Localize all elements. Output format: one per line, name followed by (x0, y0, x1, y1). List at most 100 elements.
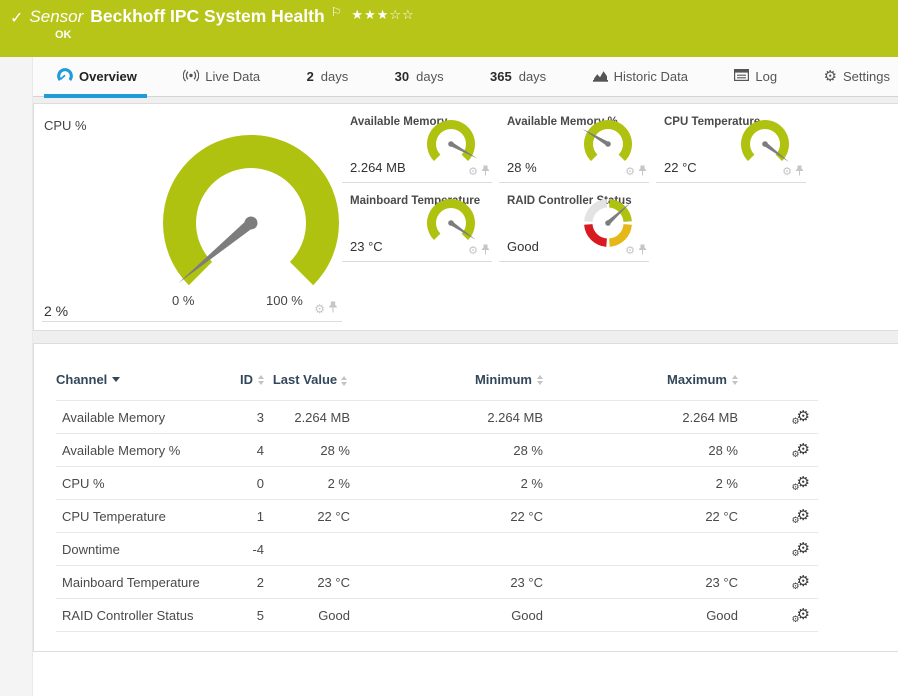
table-header-row: Channel ID Last Value Minimum Maximum (56, 370, 818, 402)
available-memory-pct-gauge[interactable] (580, 118, 637, 175)
sort-icon (537, 374, 543, 385)
spacer (33, 97, 898, 103)
channel-settings-icon[interactable]: ⚙⚙ (791, 507, 810, 526)
gauge-value: 22 °C (664, 160, 697, 175)
channel-minimum (350, 532, 543, 567)
col-channel[interactable]: Channel (56, 370, 206, 402)
pin-icon[interactable] (795, 163, 804, 181)
channel-table: Channel ID Last Value Minimum Maximum (56, 370, 818, 633)
mainboard-temperature-gauge[interactable] (423, 197, 480, 254)
tab-30-days[interactable]: 30 days (393, 57, 446, 97)
gauge-cell-raid-controller-status[interactable]: RAID Controller Status Good ⚙ (499, 192, 649, 262)
channel-minimum: 2.264 MB (350, 400, 543, 435)
channel-settings-icon[interactable]: ⚙⚙ (791, 441, 810, 460)
channel-id: -4 (206, 532, 264, 567)
gear-icon[interactable]: ⚙ (468, 244, 478, 257)
channel-settings-icon[interactable]: ⚙⚙ (791, 540, 810, 559)
channel-name: Available Memory (56, 400, 206, 435)
table-row: RAID Controller Status 5 Good Good Good … (56, 598, 818, 633)
priority-stars[interactable]: ★★★☆☆ (351, 7, 414, 23)
gauge-cell-mainboard-temperature[interactable]: Mainboard Temperature 23 °C ⚙ (342, 192, 492, 262)
sort-desc-icon (112, 377, 121, 382)
pin-icon[interactable] (638, 242, 647, 260)
stars-filled[interactable]: ★★★ (351, 7, 390, 22)
tab-2-days[interactable]: 2 days (305, 57, 351, 97)
channel-minimum: 22 °C (350, 499, 543, 534)
gauge-cell-available-memory[interactable]: Available Memory 2.264 MB ⚙ (342, 113, 492, 183)
pin-icon[interactable] (638, 163, 647, 181)
channel-name: Downtime (56, 532, 206, 567)
channel-maximum (543, 532, 738, 567)
col-id[interactable]: ID (206, 370, 264, 402)
log-icon (734, 69, 750, 84)
gear-icon[interactable]: ⚙ (625, 165, 635, 178)
flag-icon[interactable]: ⚐ (330, 5, 342, 19)
channel-last-value: 2.264 MB (264, 400, 350, 435)
column-label: Maximum (667, 372, 727, 387)
tab-label: Settings (842, 69, 890, 84)
gauge-value: Good (507, 239, 539, 254)
channel-maximum: 2.264 MB (543, 400, 738, 435)
pin-icon[interactable] (328, 300, 338, 318)
gear-icon: ⚙ (823, 68, 837, 85)
gauges-panel: CPU % 0 % 100 % 2 % ⚙ Available Memory 2… (33, 103, 898, 331)
gauge-scale-max: 100 % (266, 293, 303, 308)
channel-name: Available Memory % (56, 433, 206, 468)
spacer (33, 331, 898, 343)
sensor-title: Beckhoff IPC System Health (90, 6, 325, 26)
tab-365-days[interactable]: 365 days (488, 57, 548, 97)
gauge-icon (57, 68, 73, 85)
channel-last-value: Good (264, 598, 350, 633)
sort-icon (258, 374, 264, 385)
gear-icon[interactable]: ⚙ (314, 302, 325, 316)
channel-name: Mainboard Temperature (56, 565, 206, 600)
tab-number: 30 (394, 69, 410, 84)
table-row: CPU Temperature 1 22 °C 22 °C 22 °C ⚙⚙ (56, 499, 818, 534)
gauge-title: Available Memory % (507, 116, 618, 128)
table-row: Available Memory % 4 28 % 28 % 28 % ⚙⚙ (56, 433, 818, 468)
tab-label: Overview (79, 69, 137, 84)
channel-id: 3 (206, 400, 264, 435)
stars-empty[interactable]: ☆☆ (389, 7, 415, 22)
channel-last-value: 23 °C (264, 565, 350, 600)
available-memory-gauge[interactable] (423, 118, 480, 175)
col-minimum[interactable]: Minimum (350, 370, 543, 402)
pin-icon[interactable] (481, 163, 490, 181)
sensor-header: ✓ Sensor Beckhoff IPC System Health ⚐ ★★… (0, 0, 898, 57)
col-last-value[interactable]: Last Value (264, 370, 350, 402)
channel-last-value: 2 % (264, 466, 350, 501)
gear-icon[interactable]: ⚙ (625, 244, 635, 257)
gauge-title: CPU % (44, 118, 87, 133)
tab-live-data[interactable]: Live Data (181, 57, 262, 97)
channel-settings-icon[interactable]: ⚙⚙ (791, 573, 810, 592)
channel-maximum: Good (543, 598, 738, 633)
gauge-value: 28 % (507, 160, 537, 175)
channel-settings-icon[interactable]: ⚙⚙ (791, 474, 810, 493)
channel-last-value: 22 °C (264, 499, 350, 534)
gear-icon[interactable]: ⚙ (782, 165, 792, 178)
channel-minimum: 28 % (350, 433, 543, 468)
gauge-cell-cpu-temperature[interactable]: CPU Temperature 22 °C ⚙ (656, 113, 806, 183)
tab-settings[interactable]: ⚙ Settings (822, 57, 892, 97)
channel-settings-icon[interactable]: ⚙⚙ (791, 606, 810, 625)
gauge-cell-cpu[interactable]: CPU % 0 % 100 % 2 % ⚙ (42, 112, 342, 322)
pin-icon[interactable] (481, 242, 490, 260)
tab-log[interactable]: Log (732, 57, 779, 97)
raid-status-gauge[interactable] (580, 197, 637, 254)
col-actions (738, 370, 818, 402)
channel-settings-icon[interactable]: ⚙⚙ (791, 408, 810, 427)
gauge-value: 2 % (44, 303, 69, 319)
channel-maximum: 2 % (543, 466, 738, 501)
cpu-gauge[interactable] (146, 126, 356, 317)
sort-icon (341, 376, 348, 386)
cpu-temperature-gauge[interactable] (737, 118, 794, 175)
tab-historic-data[interactable]: Historic Data (591, 57, 690, 97)
channel-maximum: 28 % (543, 433, 738, 468)
gear-icon[interactable]: ⚙ (468, 165, 478, 178)
sort-icon (732, 374, 738, 385)
tab-overview[interactable]: Overview (44, 57, 147, 98)
gauge-cell-available-memory-pct[interactable]: Available Memory % 28 % ⚙ (499, 113, 649, 183)
gauge-value: 2.264 MB (350, 160, 406, 175)
status-check-icon: ✓ (10, 10, 24, 27)
col-maximum[interactable]: Maximum (543, 370, 738, 402)
